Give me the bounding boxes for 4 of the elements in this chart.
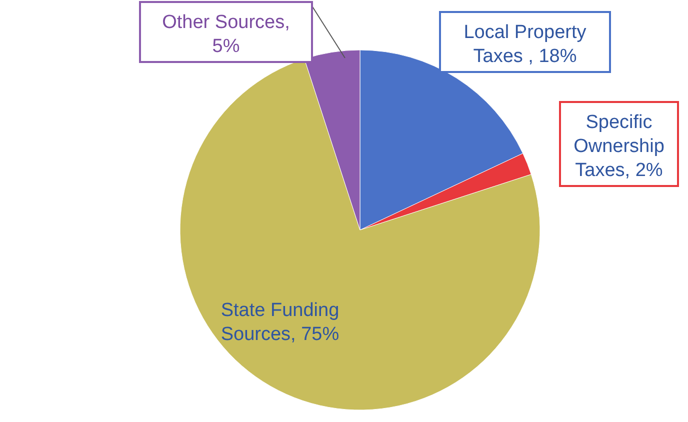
slice-label: Other Sources, 5%	[162, 12, 290, 57]
slice-label: Specific Ownership Taxes, 2%	[574, 112, 664, 181]
slice-label: Local Property Taxes , 18%	[464, 22, 587, 67]
slice-label: State Funding Sources, 75%	[220, 300, 340, 345]
